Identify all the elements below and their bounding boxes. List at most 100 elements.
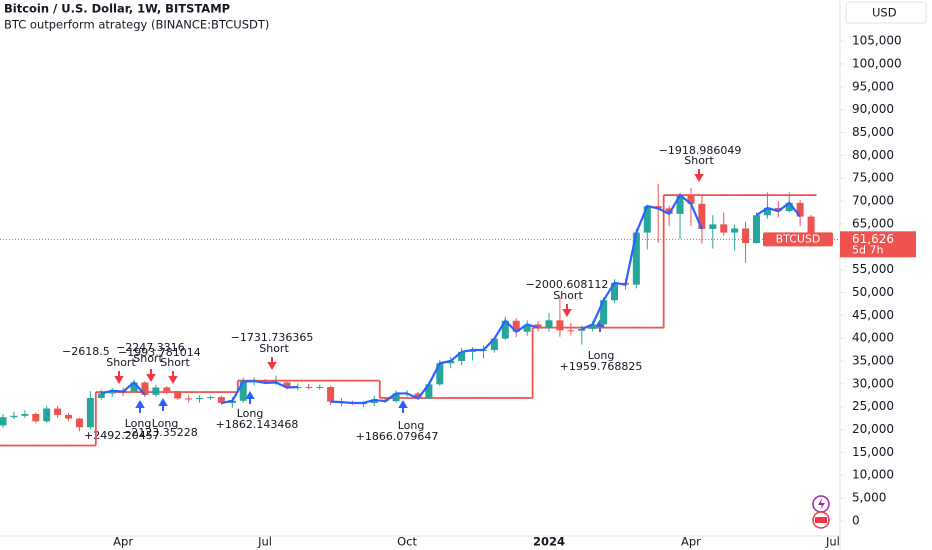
candle-body <box>556 320 564 331</box>
x-tick-label: Apr <box>113 535 133 549</box>
price-axis: 105,000 100,000 95,000 90,000 85,000 80,000 75… <box>840 34 902 527</box>
annotation: −2123.35228 <box>122 426 198 439</box>
candle-body <box>327 387 335 402</box>
candle-body <box>490 338 498 351</box>
annotation: Long <box>237 407 264 420</box>
y-tick-label: 100,000 <box>852 56 902 70</box>
candle-body <box>534 324 542 328</box>
annotation: Long <box>588 349 615 362</box>
countdown: 5d 7h <box>852 243 883 256</box>
candle-body <box>163 387 171 392</box>
candle-body <box>632 232 640 285</box>
x-tick-label: Oct <box>397 535 417 549</box>
candle-body <box>32 413 40 422</box>
chart-title: Bitcoin / U.S. Dollar, 1W, BITSTAMP <box>4 2 230 16</box>
y-tick-label: 95,000 <box>852 79 894 93</box>
candle-body <box>305 387 313 389</box>
annotation: Long <box>398 419 425 432</box>
candle-body <box>86 398 94 428</box>
x-tick-label: Jul <box>257 535 272 549</box>
candle-body <box>43 408 51 422</box>
candle-body <box>10 415 18 418</box>
candle-body <box>687 195 695 204</box>
annotation: Short <box>259 342 289 355</box>
candle-body <box>316 387 324 389</box>
candle-body <box>731 228 739 233</box>
y-tick-label: 85,000 <box>852 125 894 139</box>
candle-body <box>523 324 531 332</box>
candle-body <box>436 363 444 385</box>
y-tick-label: 80,000 <box>852 148 894 162</box>
candle-body <box>763 207 771 216</box>
x-tick-label: Apr <box>681 535 701 549</box>
x-tick-label: Jul <box>825 535 840 549</box>
candle-body <box>174 391 182 399</box>
annotation: +1862.143468 <box>216 418 299 431</box>
annotation: +1959.768825 <box>560 360 643 373</box>
symbol-tag: BTCUSD <box>776 232 821 245</box>
y-tick-label: 40,000 <box>852 331 894 345</box>
candle-body <box>21 413 29 416</box>
candle-body <box>185 398 193 400</box>
candle-body <box>206 397 214 399</box>
candle-body <box>654 206 662 209</box>
short-arrow <box>168 371 178 384</box>
events-icon-flag <box>815 517 827 523</box>
annotation: Short <box>684 154 714 167</box>
candle-body <box>130 382 138 392</box>
y-tick-label: 75,000 <box>852 171 894 185</box>
candle-body <box>370 399 378 404</box>
annotation: +2492.20457 <box>84 429 160 442</box>
short-arrow <box>694 169 704 182</box>
trend-line <box>581 193 703 331</box>
currency-label[interactable]: USD <box>872 6 897 20</box>
candle-body <box>600 300 608 325</box>
annotation: +1866.079647 <box>356 430 439 443</box>
candle-body <box>665 208 673 214</box>
annotations: −2247.3316 −2618.5 −1993.781014 Short Sh… <box>62 144 741 443</box>
candle-body <box>152 387 160 395</box>
y-tick-label: 45,000 <box>852 308 894 322</box>
candle-body <box>512 320 520 332</box>
plot <box>0 183 840 447</box>
y-tick-label: 30,000 <box>852 376 894 390</box>
trend-line <box>330 319 539 405</box>
candle-body <box>709 224 717 229</box>
candle-body <box>141 382 149 395</box>
annotation: Short <box>553 289 583 302</box>
annotation: −1731.736365 <box>231 331 314 344</box>
candle-body <box>75 418 83 428</box>
candle-body <box>392 393 400 402</box>
currency-button[interactable] <box>845 1 927 24</box>
annotation: Short <box>133 352 163 365</box>
annotation: −1993.781014 <box>118 346 201 359</box>
candle-body <box>239 381 247 401</box>
annotation: Short <box>106 356 136 369</box>
trend-line <box>101 380 146 396</box>
candle-body <box>611 282 619 301</box>
y-tick-label: 105,000 <box>852 34 902 48</box>
candle-body <box>676 195 684 214</box>
candle-body <box>228 400 236 404</box>
symbol-tag-bg <box>763 232 833 247</box>
candle-body <box>414 393 422 399</box>
trend-line <box>221 379 298 405</box>
price-tag-bg <box>840 231 916 258</box>
alert-icon-bolt <box>818 498 825 510</box>
candle-body <box>785 202 793 212</box>
y-tick-label: 65,000 <box>852 216 894 230</box>
candle-body <box>54 408 62 415</box>
annotation: −2000.608112 <box>526 278 609 291</box>
price-tag-label: 61,626 <box>852 232 894 246</box>
long-arrow <box>398 400 408 413</box>
y-tick-label: 90,000 <box>852 102 894 116</box>
annotation: −2618.5 <box>62 345 110 358</box>
candle-body <box>578 329 586 331</box>
long-arrow <box>158 398 168 411</box>
candle-body <box>65 414 73 419</box>
candle-body <box>752 215 760 244</box>
candle-body <box>567 330 575 332</box>
annotation: Short <box>160 356 190 369</box>
